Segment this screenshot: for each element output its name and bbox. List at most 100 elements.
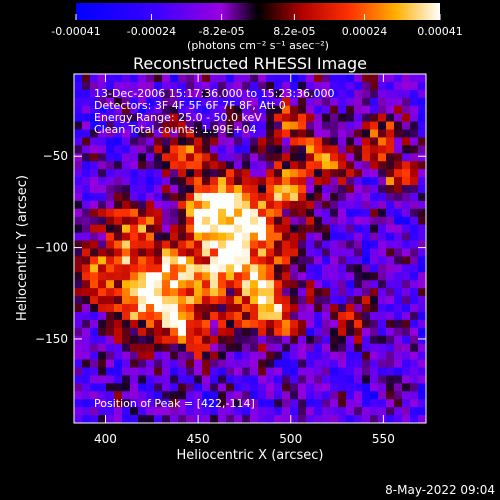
heatmap-cell — [410, 280, 419, 289]
heatmap-cell — [346, 359, 355, 369]
heatmap-cell — [314, 391, 323, 400]
heatmap-cell — [394, 74, 403, 83]
heatmap-cell — [322, 343, 331, 353]
heatmap-cell — [282, 105, 291, 115]
heatmap-cell — [338, 89, 347, 99]
heatmap-cell — [410, 391, 419, 400]
heatmap-cell — [242, 240, 251, 250]
heatmap-cell — [394, 192, 403, 202]
heatmap-cell — [242, 185, 251, 194]
heatmap-cell — [194, 208, 203, 218]
heatmap-cell — [210, 129, 219, 139]
heatmap-cell — [370, 264, 379, 273]
heatmap-cell — [226, 375, 235, 384]
heatmap-cell — [210, 296, 219, 305]
heatmap-cell — [234, 153, 243, 162]
heatmap-cell — [338, 232, 347, 242]
heatmap-cell — [234, 224, 243, 234]
heatmap-cell — [266, 74, 275, 83]
heatmap-cell — [202, 89, 211, 99]
heatmap-cell — [170, 351, 179, 361]
heatmap-cell — [226, 208, 235, 218]
heatmap-cell — [362, 192, 371, 202]
heatmap-cell — [394, 105, 403, 115]
heatmap-cell — [274, 288, 283, 297]
heatmap-cell — [178, 367, 187, 377]
heatmap-cell — [378, 81, 387, 91]
heatmap-cell — [178, 280, 187, 289]
heatmap-cell — [154, 383, 163, 392]
heatmap-cell — [194, 224, 203, 234]
heatmap-cell — [90, 407, 99, 416]
heatmap-cell — [378, 129, 387, 139]
heatmap-cell — [250, 391, 259, 400]
heatmap-cell — [370, 311, 379, 321]
heatmap-cell — [202, 288, 211, 297]
heatmap-cell — [130, 169, 139, 178]
heatmap-cell — [114, 296, 123, 305]
heatmap-cell — [106, 248, 115, 258]
heatmap-cell — [258, 192, 267, 202]
heatmap-cell — [370, 407, 379, 416]
heatmap-cell — [418, 335, 426, 345]
heatmap-cell — [346, 113, 355, 123]
heatmap-cell — [226, 383, 235, 392]
heatmap-cell — [322, 319, 331, 329]
heatmap-cell — [346, 153, 355, 162]
heatmap-cell — [186, 121, 195, 131]
heatmap-cell — [202, 177, 211, 186]
heatmap-cell — [378, 121, 387, 131]
heatmap-cell — [82, 248, 91, 258]
heatmap-cell — [322, 311, 331, 321]
heatmap-cell — [306, 288, 315, 297]
heatmap-cell — [106, 137, 115, 146]
x-axis-label: Heliocentric X (arcsec) — [177, 448, 324, 463]
heatmap-cell — [370, 399, 379, 408]
heatmap-cell — [218, 105, 227, 115]
heatmap-cell — [330, 121, 339, 131]
heatmap-cell — [114, 288, 123, 297]
heatmap-cell — [314, 192, 323, 202]
heatmap-cell — [418, 327, 426, 337]
heatmap-cell — [218, 169, 227, 178]
heatmap-cell — [298, 232, 307, 242]
heatmap-cell — [186, 359, 195, 369]
heatmap-cell — [74, 343, 83, 353]
heatmap-cell — [322, 224, 331, 234]
heatmap-cell — [378, 415, 387, 423]
heatmap-cell — [386, 177, 395, 186]
heatmap-cell — [178, 343, 187, 353]
heatmap-cell — [274, 296, 283, 305]
heatmap-cell — [362, 105, 371, 115]
heatmap-cell — [162, 129, 171, 139]
heatmap-cell — [226, 280, 235, 289]
heatmap-cell — [370, 343, 379, 353]
heatmap-cell — [122, 319, 131, 329]
heatmap-cell — [354, 145, 363, 154]
heatmap-cell — [138, 351, 147, 361]
heatmap-cell — [138, 319, 147, 329]
heatmap-cell — [202, 153, 211, 162]
heatmap-cell — [242, 216, 251, 226]
heatmap-cell — [258, 327, 267, 337]
heatmap-cell — [90, 296, 99, 305]
heatmap-cell — [226, 153, 235, 162]
heatmap-cell — [130, 74, 139, 83]
heatmap-cell — [282, 327, 291, 337]
heatmap-cell — [90, 177, 99, 186]
heatmap-cell — [226, 407, 235, 416]
heatmap-cell — [250, 216, 259, 226]
heatmap-cell — [298, 248, 307, 258]
heatmap-cell — [186, 248, 195, 258]
colorbar-units: (photons cm⁻² s⁻¹ asec⁻²) — [187, 39, 329, 52]
heatmap-cell — [82, 327, 91, 337]
heatmap-cell — [250, 169, 259, 178]
heatmap-cell — [162, 311, 171, 321]
heatmap-cell — [266, 169, 275, 178]
heatmap-cell — [322, 280, 331, 289]
heatmap-cell — [354, 407, 363, 416]
heatmap-cell — [338, 367, 347, 377]
heatmap-cell — [186, 192, 195, 202]
heatmap-cell — [98, 367, 107, 377]
heatmap-cell — [354, 272, 363, 281]
